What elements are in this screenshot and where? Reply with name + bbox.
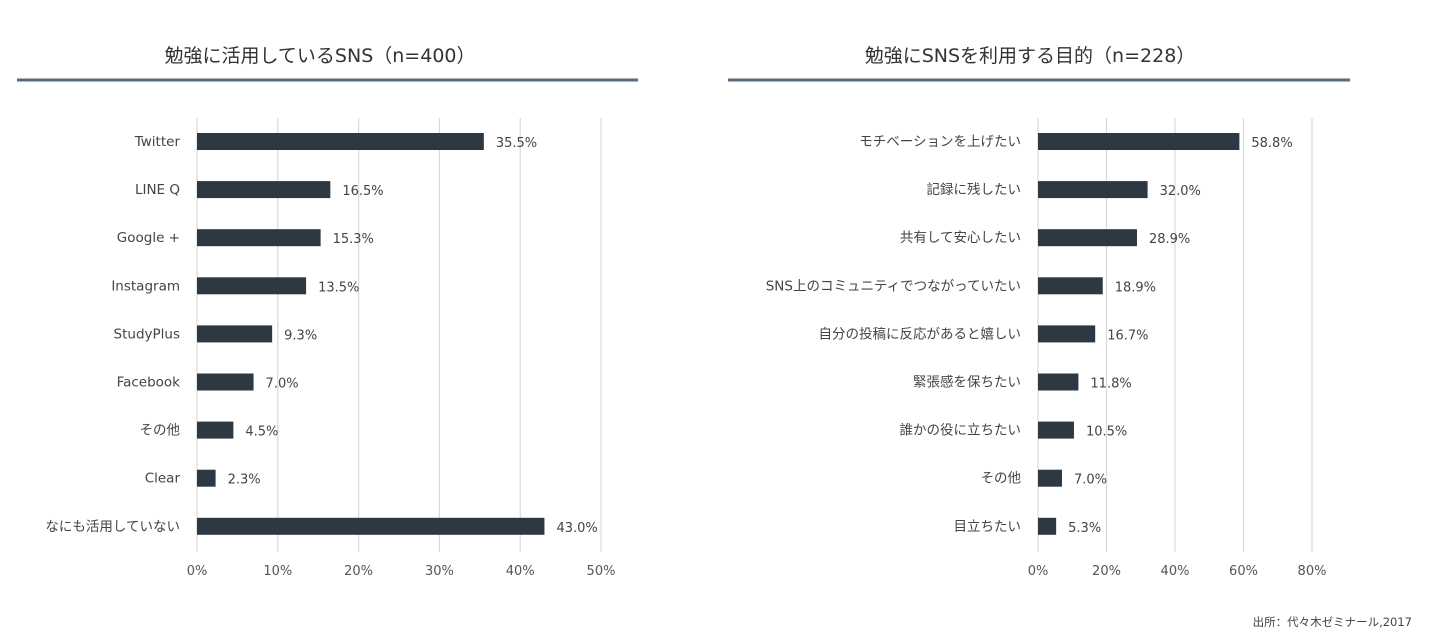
chart-1-bar <box>197 325 273 343</box>
chart-1-bar <box>197 517 545 535</box>
chart-1-category-label: LINE Q <box>135 182 180 198</box>
chart-2-bar <box>1038 517 1057 535</box>
chart-2-category-label: 誰かの役に立ちたい <box>900 423 1022 439</box>
chart-2-value-label: 16.7% <box>1107 328 1148 343</box>
chart-2-bar <box>1038 133 1240 150</box>
chart-1-tick-label: 10% <box>263 564 292 579</box>
chart-2-title: 勉強にSNSを利用する目的（n=228） <box>865 45 1196 67</box>
chart-1-value-label: 13.5% <box>318 280 359 295</box>
chart-1-value-label: 9.3% <box>284 328 317 343</box>
chart-2-bar <box>1038 469 1062 487</box>
chart-1-category-label: Clear <box>145 471 181 487</box>
chart-1-bar <box>197 469 216 487</box>
chart-1-bar <box>197 229 321 247</box>
chart-2-bar <box>1038 277 1103 295</box>
chart-1-bar <box>197 373 254 391</box>
chart-2-category-label: 共有して安心したい <box>900 230 1021 246</box>
chart-1-category-label: Facebook <box>117 375 181 391</box>
chart-1-value-label: 2.3% <box>228 473 261 488</box>
chart-1-title: 勉強に活用しているSNS（n=400） <box>165 45 476 67</box>
chart-2-value-label: 10.5% <box>1086 425 1127 440</box>
chart-2-category-label: モチベーションを上げたい <box>859 134 1021 150</box>
chart-1-value-label: 43.0% <box>556 521 597 536</box>
chart-1-tick-label: 20% <box>344 564 373 579</box>
chart-2-tick-label: 20% <box>1092 564 1121 579</box>
chart-1-value-label: 4.5% <box>245 425 278 440</box>
chart-2-tick-label: 60% <box>1229 564 1258 579</box>
chart-1-tick-label: 0% <box>187 564 208 579</box>
chart-1-tick-label: 40% <box>506 564 535 579</box>
chart-2-tick-label: 40% <box>1161 564 1190 579</box>
chart-1-bar <box>197 277 307 295</box>
chart-1-bar <box>197 181 331 199</box>
chart-2-tick-label: 0% <box>1028 564 1049 579</box>
chart-1-tick-label: 30% <box>425 564 454 579</box>
chart-2-bar <box>1038 421 1074 439</box>
chart-2-value-label: 11.8% <box>1090 377 1131 392</box>
chart-1-value-label: 15.3% <box>333 232 374 247</box>
chart-2-category-label: 緊張感を保ちたい <box>913 374 1021 391</box>
chart-2-category-label: 自分の投稿に反応があると嬉しい <box>819 326 1022 342</box>
chart-2-value-label: 5.3% <box>1068 521 1101 536</box>
chart-2-category-label: 目立ちたい <box>954 519 1022 535</box>
chart-1-bar <box>197 133 484 150</box>
chart-2-value-label: 7.0% <box>1074 473 1107 488</box>
chart-1-category-label: その他 <box>140 423 181 439</box>
chart-1-tick-label: 50% <box>587 564 616 579</box>
chart-2-bar <box>1038 373 1079 391</box>
chart-2-category-label: SNS上のコミュニティでつながっていたい <box>766 278 1021 294</box>
source-note: 出所：代々木ゼミナール,2017 <box>1253 615 1412 629</box>
chart-1-category-label: なにも活用していない <box>45 519 180 535</box>
chart-1-category-label: Twitter <box>134 134 181 150</box>
chart-2-value-label: 32.0% <box>1160 184 1201 199</box>
chart-2-value-label: 58.8% <box>1251 136 1292 151</box>
chart-1-category-label: Google + <box>117 230 180 246</box>
chart-2-category-label: その他 <box>981 471 1022 487</box>
chart-1-bar <box>197 421 234 439</box>
chart-2-bar <box>1038 181 1148 199</box>
chart-1-category-label: Instagram <box>111 278 180 294</box>
chart-1-value-label: 35.5% <box>496 136 537 151</box>
chart-2-tick-label: 80% <box>1298 564 1327 579</box>
chart-2-value-label: 28.9% <box>1149 232 1190 247</box>
chart-1-category-label: StudyPlus <box>114 326 180 342</box>
chart-2-value-label: 18.9% <box>1115 280 1156 295</box>
chart-2-bar <box>1038 229 1137 247</box>
chart-2-bar <box>1038 325 1096 343</box>
chart-1-value-label: 16.5% <box>342 184 383 199</box>
chart-2-category-label: 記録に残したい <box>927 181 1022 198</box>
chart-1-value-label: 7.0% <box>266 377 299 392</box>
